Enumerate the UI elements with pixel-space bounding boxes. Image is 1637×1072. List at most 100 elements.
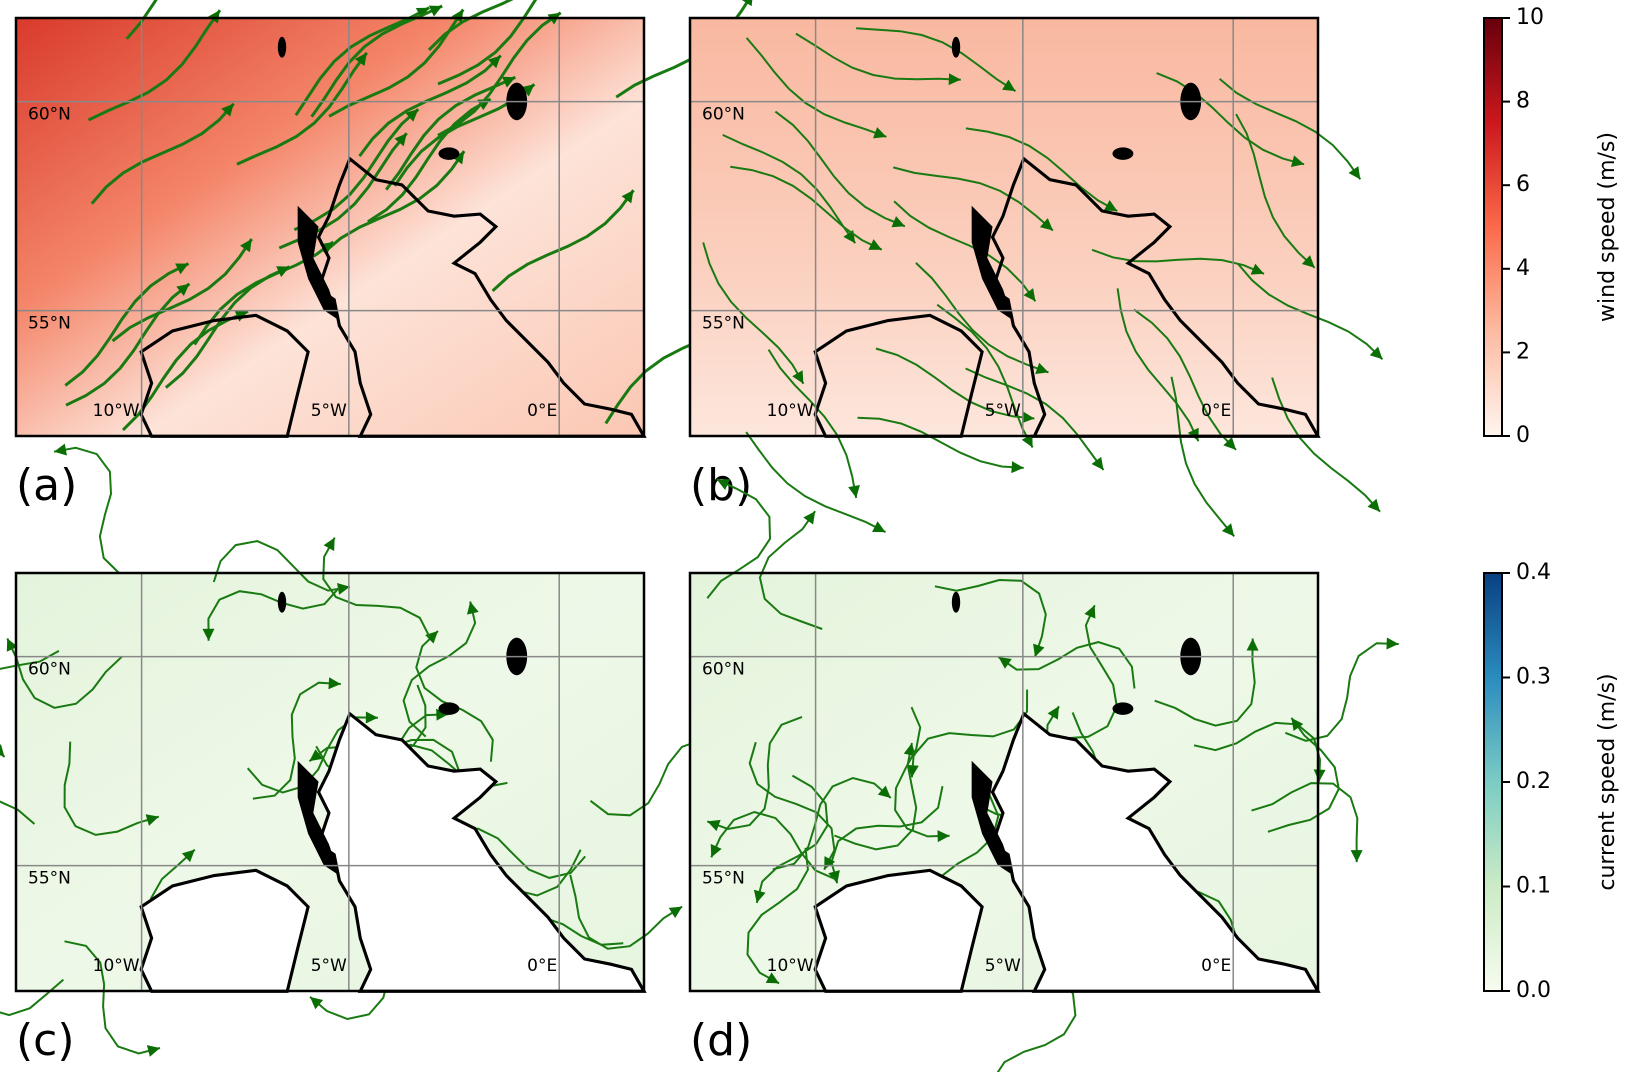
stream-arrow	[710, 843, 722, 858]
streamline	[936, 303, 1034, 448]
colorbar-label: wind speed (m/s)	[1595, 132, 1620, 322]
stream-arrow	[309, 749, 323, 762]
streamline	[894, 706, 950, 838]
streamline	[328, 8, 465, 118]
stream-arrow	[1313, 769, 1326, 782]
panel-frame	[14, 16, 646, 438]
stream-arrow	[1091, 456, 1104, 471]
streamline	[65, 282, 191, 407]
streamline	[323, 150, 466, 254]
streamline	[125, 0, 158, 40]
streamline	[111, 238, 253, 343]
colorbar	[1483, 17, 1503, 437]
speed-field	[16, 18, 644, 436]
stream-arrow	[1033, 643, 1045, 657]
panel-frame	[688, 571, 1320, 993]
lat-label: 60°N	[702, 660, 745, 680]
map-panel: 60°N 55°N 10°W 5°W 0°E	[688, 16, 1384, 538]
streamline	[367, 97, 492, 223]
stream-arrow	[276, 266, 290, 278]
streamline	[207, 587, 340, 641]
stream-arrow	[466, 601, 479, 615]
lon-label: 0°E	[1201, 956, 1231, 976]
streamline	[236, 51, 369, 166]
stream-arrow	[1369, 346, 1383, 360]
stream-arrow	[221, 103, 234, 117]
lon-label: 0°E	[527, 401, 557, 421]
streamline	[997, 641, 1136, 689]
streamline	[1066, 604, 1118, 740]
panel-frame	[14, 571, 646, 993]
stream-arrow	[1246, 638, 1259, 651]
streamline	[965, 367, 1105, 471]
lat-label: 60°N	[28, 105, 71, 125]
streamline	[934, 578, 1047, 658]
stream-arrow	[873, 127, 887, 139]
streamline	[1133, 308, 1237, 451]
panel-frame	[688, 16, 1320, 438]
streamline	[1218, 78, 1362, 180]
streamline	[965, 127, 1118, 212]
stream-arrow	[877, 785, 891, 799]
streamline	[1251, 782, 1359, 863]
stream-arrow	[202, 628, 215, 641]
streamline	[758, 510, 823, 630]
colorbar-tick-label: 0	[1516, 423, 1530, 448]
streamline	[722, 133, 857, 244]
colorbar-tick-label: 10	[1516, 5, 1544, 30]
streamline	[1156, 72, 1305, 166]
lon-label: 10°W	[767, 956, 814, 976]
stream-arrow	[1290, 155, 1305, 168]
stream-arrow	[868, 239, 882, 250]
stream-arrow	[753, 889, 766, 903]
colorbar-tick-label: 0.1	[1516, 874, 1551, 899]
stream-arrow	[323, 537, 335, 552]
panel-label: (a)	[16, 460, 77, 511]
streamline	[893, 200, 1037, 302]
stream-arrow	[1021, 434, 1033, 448]
streamline	[730, 165, 883, 251]
streamline	[875, 347, 1035, 420]
map-panel: 60°N 55°N 10°W 5°W 0°E	[688, 478, 1399, 1072]
stream-arrow	[1084, 605, 1096, 619]
colorbar	[1483, 572, 1503, 992]
lat-label: 55°N	[28, 869, 71, 889]
lon-label: 5°W	[985, 401, 1021, 421]
streamline	[53, 446, 121, 575]
streamline	[90, 102, 235, 205]
streamline	[745, 431, 886, 533]
streamline	[702, 242, 805, 385]
streamline	[1267, 717, 1340, 833]
stream-arrow	[1301, 255, 1315, 268]
stream-arrow	[487, 55, 501, 69]
panel-label: (d)	[690, 1015, 752, 1066]
stream-arrow	[1291, 717, 1304, 732]
colorbar-tick-label: 6	[1516, 172, 1530, 197]
colorbar-tick-label: 4	[1516, 256, 1530, 281]
stream-arrow	[337, 582, 350, 595]
streamline	[1271, 377, 1381, 513]
stream-arrow	[792, 370, 804, 384]
stream-arrow	[451, 9, 464, 23]
streamline	[87, 9, 222, 122]
lon-label: 5°W	[311, 956, 347, 976]
streamline	[1237, 262, 1384, 361]
streamline	[1170, 376, 1235, 538]
stream-arrow	[240, 238, 252, 253]
streamline	[892, 166, 1054, 232]
stream-arrow	[903, 743, 916, 756]
map-panel: 60°N 55°N 10°W 5°W 0°E	[14, 0, 754, 438]
colorbar-tick-label: 2	[1516, 339, 1530, 364]
streamline	[212, 540, 351, 592]
stream-arrow	[891, 216, 905, 228]
stream-arrow	[1035, 362, 1049, 375]
streamline	[437, 11, 562, 137]
stream-arrow	[998, 657, 1012, 669]
lon-label: 5°W	[311, 401, 347, 421]
streamline	[746, 847, 809, 985]
streamline	[491, 189, 635, 293]
streamline	[710, 810, 836, 881]
streamline	[915, 262, 1049, 374]
stream-arrow	[621, 190, 634, 204]
colorbar-tick-label: 0.4	[1516, 560, 1551, 585]
